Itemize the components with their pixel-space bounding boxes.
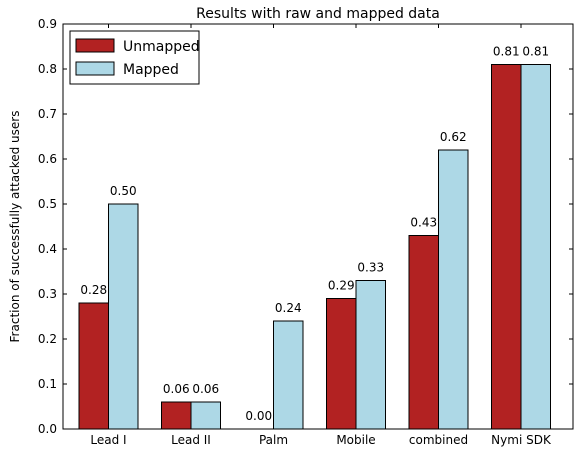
data-label: 0.28 [80,283,107,297]
data-label: 0.06 [163,382,190,396]
bar-mapped-nymi-sdk [520,64,551,430]
bar-unmapped-nymi-sdk [491,64,522,430]
data-label: 0.06 [192,382,219,396]
data-label: 0.43 [410,216,437,230]
bar-unmapped-combined [408,235,439,430]
x-tick-label: Lead I [90,433,126,447]
x-tick-label: Mobile [336,433,375,447]
x-tick-label: Lead II [171,433,211,447]
y-axis-label: Fraction of successfully attacked users [8,111,22,343]
y-tick-label: 0.6 [38,152,57,166]
data-label: 0.62 [440,130,467,144]
y-tick-label: 0.2 [38,332,57,346]
data-label: 0.24 [275,301,302,315]
data-label: 0.00 [245,409,272,423]
y-tick-label: 0.4 [38,242,57,256]
legend-swatch-unmapped [75,38,115,53]
bar-mapped-lead-ii [190,401,221,430]
legend-label-unmapped: Unmapped [123,39,200,55]
y-tick-label: 0.0 [38,422,57,436]
ticks-layer: Lead I Lead II Palm Mobile combined Nymi SDK 0… [38,17,573,447]
bar-unmapped-mobile [326,298,357,430]
plot-frame [62,23,574,430]
legend: Unmapped Mapped [69,30,200,85]
bar-mapped-combined [438,149,469,430]
data-label: 0.50 [110,184,137,198]
chart-title: Results with raw and mapped data [196,6,440,22]
x-tick-label: Palm [259,433,288,447]
x-tick-label: combined [409,433,468,447]
data-label: 0.33 [357,261,384,275]
bar-unmapped-lead-i [78,302,109,430]
data-labels-layer: 0.28 0.50 0.06 0.06 0.00 0.24 0.290.33 0.43 0.62… [80,45,549,424]
legend-label-mapped: Mapped [123,62,179,78]
bar-mapped-mobile [355,280,386,430]
bars-layer [78,64,551,430]
x-tick-label: Nymi SDK [491,433,552,447]
legend-swatch-mapped [75,61,115,76]
y-tick-label: 0.5 [38,197,57,211]
bar-unmapped-lead-ii [161,401,192,430]
y-tick-label: 0.9 [38,17,57,31]
y-tick-label: 0.8 [38,62,57,76]
data-label: 0.81 [522,45,549,59]
y-tick-label: 0.7 [38,107,57,121]
bar-mapped-lead-i [108,203,139,430]
y-tick-label: 0.1 [38,377,57,391]
data-label: 0.81 [493,45,520,59]
data-label: 0.29 [328,279,355,293]
y-tick-label: 0.3 [38,287,57,301]
bar-mapped-palm [273,320,304,430]
